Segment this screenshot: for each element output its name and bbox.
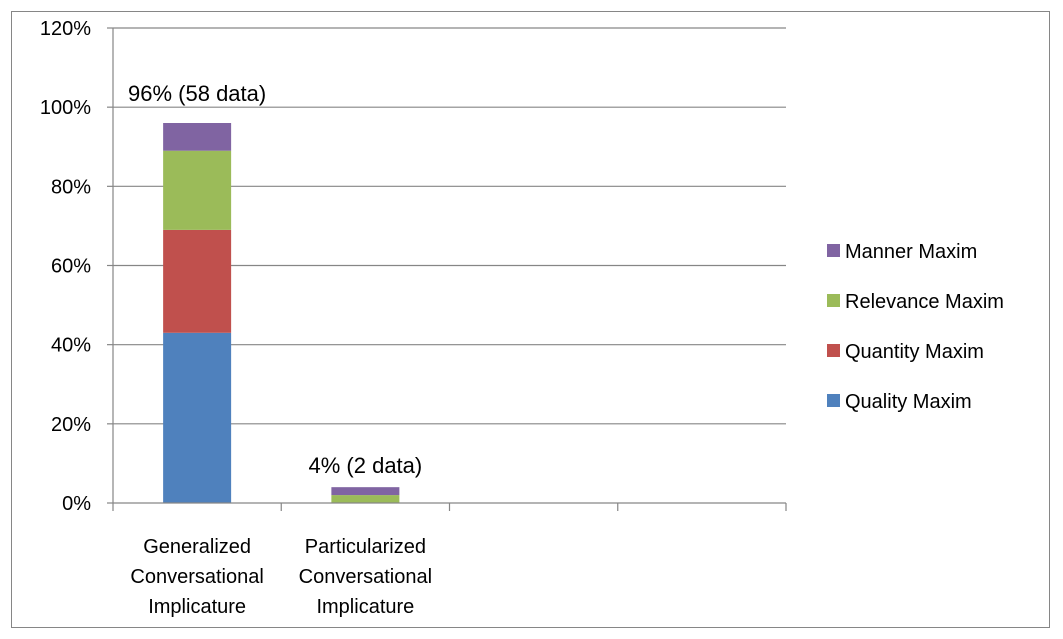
y-tick-label: 60%: [51, 256, 91, 278]
legend-swatch: [827, 244, 840, 257]
legend-swatch: [827, 394, 840, 407]
bars: [163, 123, 400, 503]
legend-label: Manner Maxim: [845, 241, 977, 263]
x-category-label: Implicature: [148, 596, 246, 618]
x-category-label: Implicature: [316, 596, 414, 618]
labels: 0% 20% 40% 60% 80% 100% 120% Generalized Convers…: [40, 18, 432, 618]
x-category-label: Particularized: [305, 536, 426, 558]
y-tick-label: 80%: [51, 176, 91, 198]
legend-label: Quality Maxim: [845, 391, 972, 413]
x-category-label: Conversational: [299, 566, 432, 588]
legend-swatch: [827, 294, 840, 307]
bar-segment-quantity-maxim: [163, 229, 232, 333]
bar-segment-manner-maxim: [163, 123, 232, 151]
bar-segment-manner-maxim: [331, 487, 400, 496]
data-annotation: 96% (58 data): [128, 81, 266, 106]
data-annotation: 4% (2 data): [309, 453, 423, 478]
y-tick-label: 120%: [40, 18, 91, 40]
y-tick-label: 20%: [51, 414, 91, 436]
x-category-label: Generalized: [143, 536, 251, 558]
bar-segment-quality-maxim: [163, 332, 232, 503]
y-tick-label: 40%: [51, 335, 91, 357]
axes: [107, 27, 787, 511]
x-category-label: Conversational: [130, 566, 263, 588]
y-tick-label: 0%: [62, 493, 91, 515]
legend-label: Quantity Maxim: [845, 341, 984, 363]
legend-swatch: [827, 344, 840, 357]
bar-segment-relevance-maxim: [331, 495, 400, 503]
bar-segment-relevance-maxim: [163, 150, 232, 230]
legend-label: Relevance Maxim: [845, 291, 1004, 313]
y-tick-label: 100%: [40, 97, 91, 119]
legend: Manner Maxim Relevance Maxim Quantity Maxi…: [827, 241, 1004, 413]
